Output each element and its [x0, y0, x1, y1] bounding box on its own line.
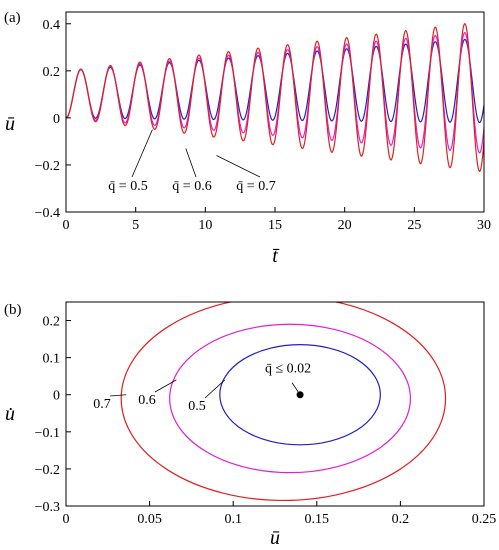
- panel-b-y-tick-label: −0.2: [35, 463, 60, 478]
- panel-a-x-tick-label: 0: [63, 218, 70, 233]
- panel-a-y-tick-label: 0.2: [43, 65, 61, 80]
- panel-a-annotation-leader: [185, 148, 197, 178]
- panel-b-frame: [65, 301, 485, 507]
- panel-b-orbit-1: [219, 344, 381, 446]
- panel-b-y-ticks: −0.3 −0.2 −0.1 0 0.1 0.2: [35, 315, 71, 515]
- panel-a-x-tick-label: 10: [198, 218, 212, 233]
- panel-b: (b) 0 0.05 0.1 0.15 0.2 0.25 −0.3 −0.2 −0.1 0 0.1…: [4, 301, 497, 549]
- panel-b-y-label: u̇: [5, 403, 15, 425]
- panel-b-fixed-point-label: q̄ ≤ 0.02: [265, 362, 311, 377]
- panel-b-y-tick-label: 0.1: [43, 352, 61, 367]
- panel-b-x-tick-label: 0.05: [137, 512, 162, 527]
- panel-a-annotation-leader: [131, 129, 153, 178]
- panel-a-x-tick-label: 30: [477, 218, 491, 233]
- panel-b-x-tick-label: 0.1: [224, 512, 242, 527]
- panel-b-annotation-label: 0.5: [188, 399, 206, 414]
- panel-b-x-tick-label: 0.15: [305, 512, 330, 527]
- panel-a-y-tick-label: 0: [53, 112, 60, 127]
- panel-b-label: (b): [4, 302, 22, 318]
- panel-b-annotation-label: 0.6: [138, 393, 156, 408]
- panel-a-x-label: t̄: [272, 245, 279, 267]
- panel-b-y-tick-label: 0.2: [43, 315, 61, 330]
- panel-b-orbit-3: [120, 302, 447, 502]
- panel-a-x-tick-label: 25: [407, 218, 421, 233]
- panel-a-x-tick-label: 5: [132, 218, 139, 233]
- panel-b-x-label: ū: [270, 527, 280, 549]
- panel-b-x-tick-label: 0: [63, 512, 70, 527]
- panel-b-x-tick-label: 0.25: [472, 512, 497, 527]
- panel-a-annotations: q̄ = 0.5 q̄ = 0.6 q̄ = 0.7: [108, 129, 276, 194]
- panel-b-fixed-point-leader: [291, 382, 299, 392]
- panel-b-annotation-leader: [109, 394, 127, 397]
- panel-b-annotation-label: 0.7: [93, 397, 111, 412]
- panel-a-series-line-1: [66, 38, 484, 124]
- panel-a-x-tick-label: 20: [338, 218, 352, 233]
- panel-a-x-ticks: 0 5 10 15 20 25 30: [63, 207, 491, 233]
- panel-a-y-tick-label: 0.4: [43, 18, 61, 33]
- panel-a-series-line-2: [66, 32, 484, 154]
- panel-a-label: (a): [4, 10, 21, 26]
- panel-b-annotation-leader: [154, 379, 177, 393]
- panel-a-series: [66, 23, 484, 172]
- panel-a: (a) 0 5 10 15 20 25 30 −0.4 −0.2 0 0.2 0.4 t̄ ū q̄…: [4, 10, 491, 267]
- panel-b-y-tick-label: −0.3: [35, 500, 60, 515]
- panel-b-y-tick-label: −0.1: [35, 426, 60, 441]
- panel-a-annotation-label: q̄ = 0.5: [108, 179, 147, 194]
- panel-a-y-tick-label: −0.4: [35, 206, 60, 221]
- panel-b-orbit-2: [169, 323, 412, 474]
- panel-a-annotation-label: q̄ = 0.6: [172, 179, 211, 194]
- panel-a-y-label: ū: [5, 113, 15, 135]
- panel-b-x-tick-label: 0.2: [392, 512, 410, 527]
- panel-a-annotation-label: q̄ = 0.7: [236, 179, 275, 194]
- panel-b-annotation-leader: [204, 379, 226, 399]
- panel-b-fixed-point: [296, 391, 304, 399]
- panel-a-annotation-leader: [216, 155, 261, 178]
- panel-a-y-tick-label: −0.2: [35, 159, 60, 174]
- panel-b-series: [120, 302, 447, 502]
- panel-b-y-tick-label: 0: [53, 389, 60, 404]
- panel-a-x-tick-label: 15: [268, 218, 282, 233]
- panel-b-x-ticks: 0 0.05 0.1 0.15 0.2 0.25: [63, 501, 497, 527]
- panel-a-y-ticks: −0.4 −0.2 0 0.2 0.4: [35, 18, 71, 221]
- panel-b-annotations: q̄ ≤ 0.02 0.7 0.6 0.5: [93, 362, 311, 414]
- panel-a-series-line-3: [66, 23, 484, 172]
